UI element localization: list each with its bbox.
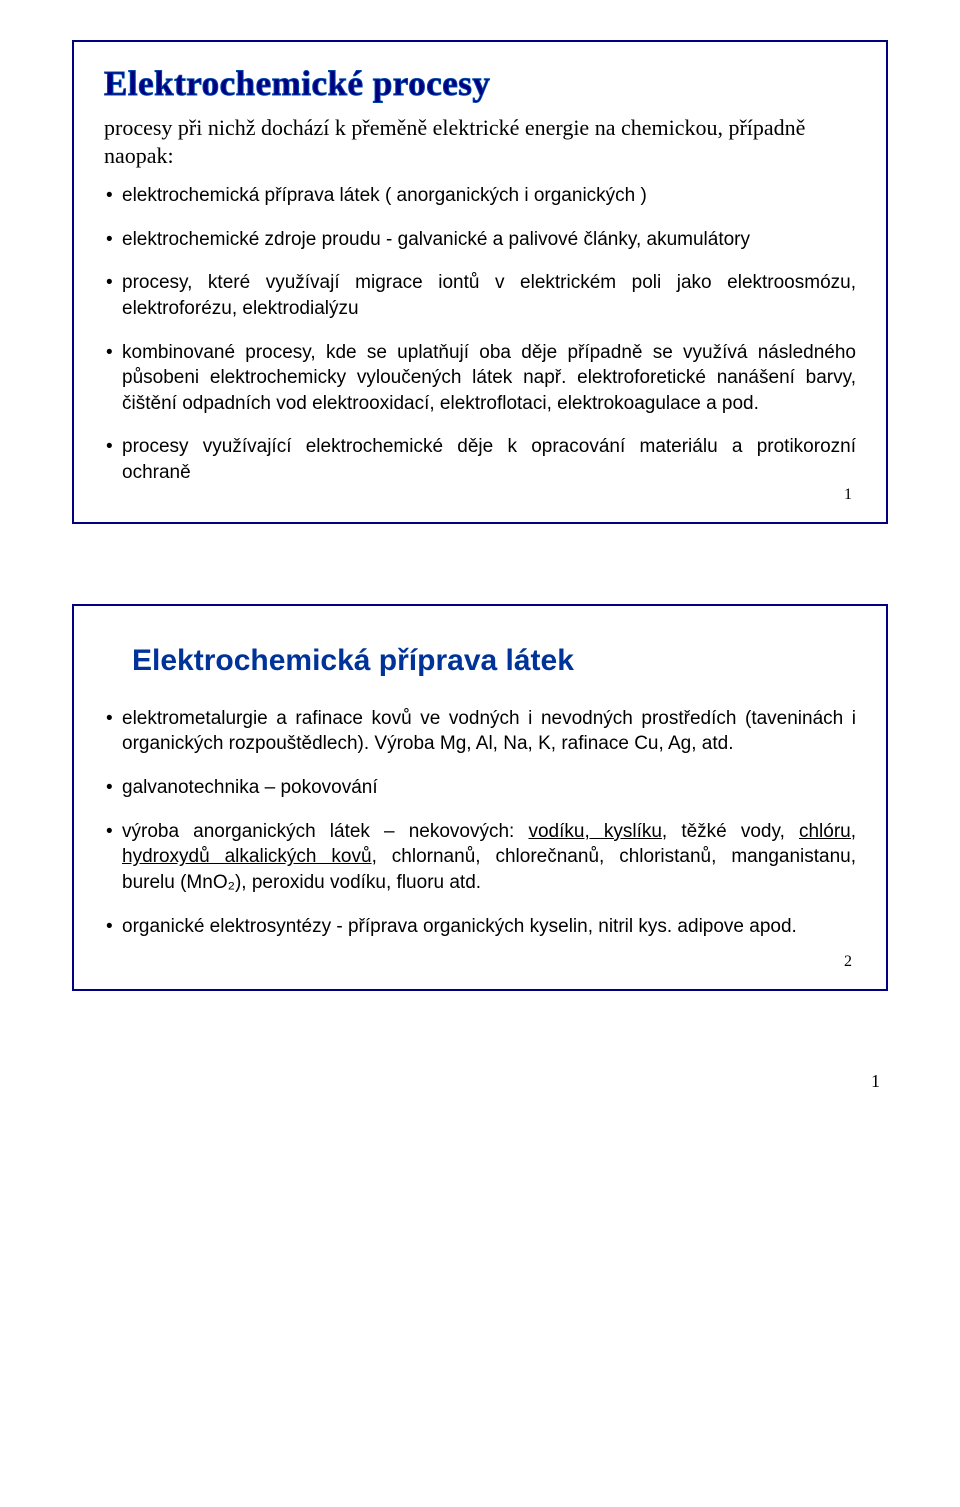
slide2-list: elektrometalurgie a rafinace kovů ve vod… [104,706,856,939]
slide1-number: 1 [104,486,856,504]
list-item: organické elektrosyntézy - příprava orga… [104,914,856,940]
slide2-number: 2 [104,953,856,971]
slide-1: Elektrochemické procesy procesy při nich… [72,40,888,524]
list-item: elektrometalurgie a rafinace kovů ve vod… [104,706,856,757]
slide1-title: Elektrochemické procesy [104,64,856,104]
list-item: elektrochemická příprava látek ( anorgan… [104,183,856,209]
slide-2: Elektrochemická příprava látek elektrome… [72,604,888,991]
slide1-subtitle: procesy při nichž dochází k přeměně elek… [104,114,856,169]
page: Elektrochemické procesy procesy při nich… [0,0,960,1112]
text: výroba anorganických látek – nekovových: [122,821,528,842]
page-number: 1 [72,1071,888,1092]
list-item: elektrochemické zdroje proudu - galvanic… [104,227,856,253]
list-item: galvanotechnika – pokovování [104,775,856,801]
text: galvanotechnika – pokovování [122,777,378,798]
list-item: kombinované procesy, kde se uplatňují ob… [104,340,856,417]
list-item: procesy, které využívají migrace iontů v… [104,270,856,321]
list-item: procesy využívající elektrochemické děje… [104,434,856,485]
slide1-list: elektrochemická příprava látek ( anorgan… [104,183,856,486]
text: , těžké vody, [662,821,799,842]
slide2-title: Elektrochemická příprava látek [132,644,856,678]
text: organické elektrosyntézy - příprava orga… [122,916,797,937]
list-item: výroba anorganických látek – nekovových:… [104,819,856,896]
text: elektrometalurgie a rafinace kovů ve vod… [122,708,856,755]
underlined-text: vodíku, kyslíku [528,821,661,842]
